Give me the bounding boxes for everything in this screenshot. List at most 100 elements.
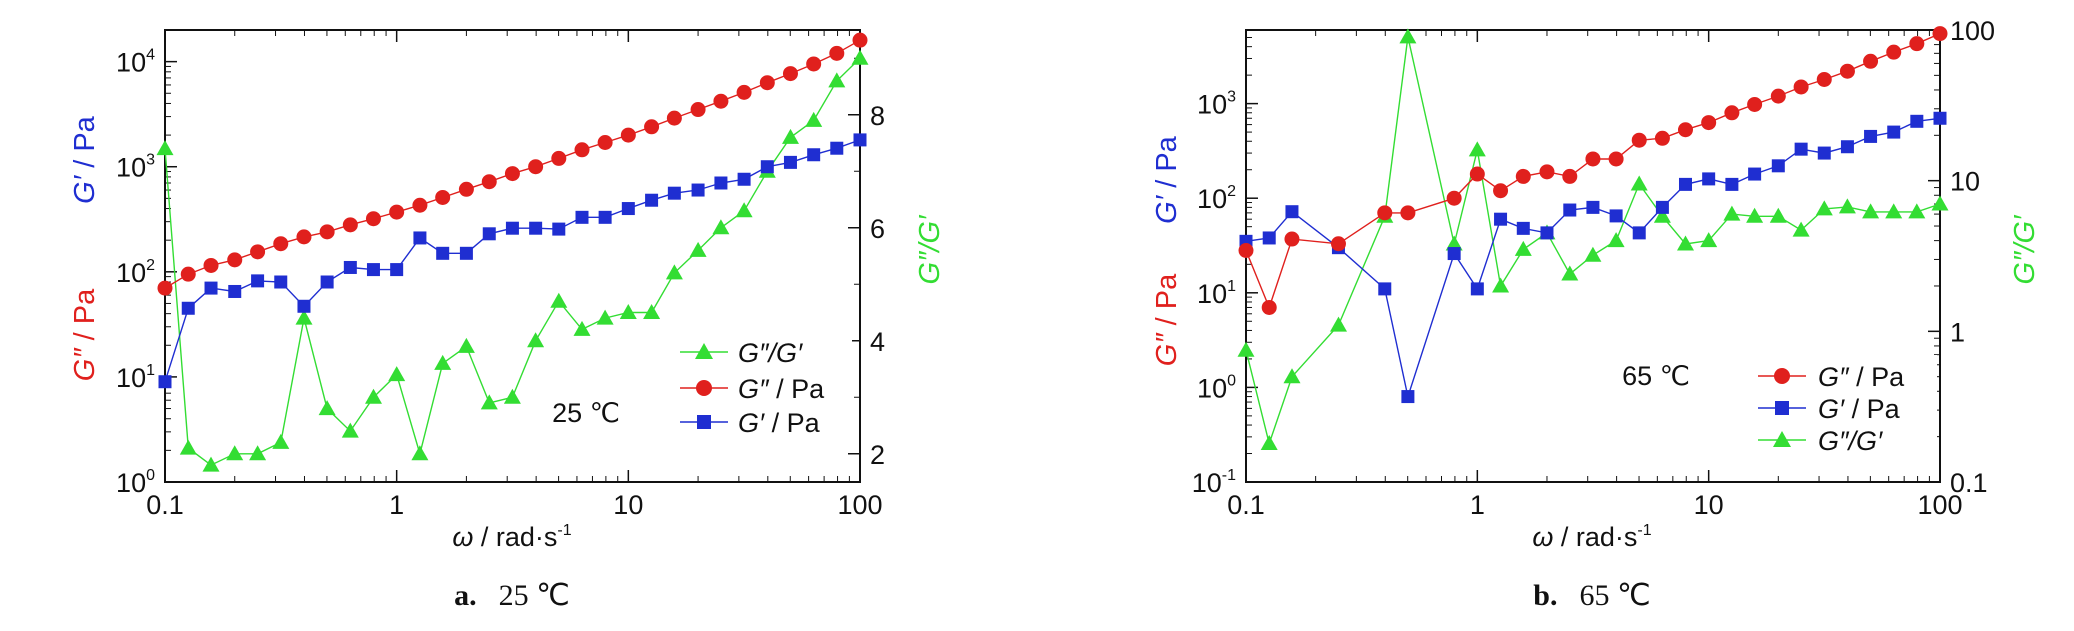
data-point-gp	[575, 210, 589, 224]
data-point-gpp	[574, 142, 590, 158]
data-point-gpp	[1446, 190, 1462, 206]
data-point-gpp	[1539, 164, 1555, 180]
data-point-gp	[1447, 247, 1461, 261]
left-tick-label: 10-1	[1192, 467, 1236, 498]
legend-label-tan: G″/G′	[738, 338, 803, 368]
data-point-tan	[1700, 232, 1718, 248]
data-point-tan	[735, 202, 753, 218]
data-point-gp	[830, 141, 844, 155]
data-point-gpp	[690, 102, 706, 118]
data-point-gp	[1540, 226, 1554, 240]
temperature-annotation: 25 ℃	[552, 398, 620, 428]
data-point-tan	[434, 354, 452, 370]
data-point-tan	[527, 332, 545, 348]
left-tick-label: 100	[1197, 372, 1236, 403]
legend-label-tan: G″/G′	[1818, 426, 1883, 456]
data-point-tan	[411, 445, 429, 461]
data-point-tan	[1399, 28, 1417, 44]
data-point-tan	[1330, 316, 1347, 332]
legend-entry-gp: G′ / Pa	[1758, 394, 1901, 424]
left-axis-label-gp: G′ / Pa	[1151, 135, 1183, 224]
data-point-tan	[1677, 235, 1694, 251]
data-point-tan	[596, 309, 614, 325]
data-point-tan	[1838, 198, 1856, 214]
left-tick-label: 101	[116, 362, 155, 393]
data-point-gpp	[1585, 151, 1601, 167]
data-point-gp	[807, 148, 821, 162]
x-axis-unit: / rad·s	[473, 522, 557, 552]
data-point-gp	[1864, 129, 1878, 143]
data-point-gp	[1817, 146, 1831, 160]
x-axis-symbol: ω	[452, 522, 473, 552]
data-point-gp	[667, 186, 681, 200]
x-tick-label: 0.1	[146, 490, 184, 520]
data-point-gp	[1678, 177, 1692, 191]
x-tick-label: 1	[1470, 490, 1485, 520]
right-tick-label: 1	[1950, 317, 1965, 347]
data-point-gpp	[1770, 88, 1786, 104]
left-tick-label: 103	[1197, 89, 1236, 120]
data-point-gp	[621, 202, 635, 216]
legend-entry-gpp: G″ / Pa	[1758, 362, 1905, 392]
data-point-gp	[1470, 282, 1484, 296]
data-point-gpp	[528, 159, 544, 175]
data-point-gp	[413, 231, 427, 245]
data-point-tan	[1653, 207, 1671, 223]
data-point-gp	[714, 176, 728, 190]
data-point-gp	[853, 133, 867, 147]
data-point-gpp	[319, 224, 335, 240]
data-point-tan	[249, 445, 267, 461]
svg-text:G″ / Pa: G″ / Pa	[738, 374, 825, 404]
caption-a: a. 25 ℃	[454, 579, 570, 612]
data-point-gp	[1702, 172, 1716, 186]
right-tick-label: 100	[1950, 16, 1995, 46]
plot-series	[156, 32, 869, 472]
data-point-gpp	[1816, 71, 1832, 87]
svg-text:G′ / Pa: G′ / Pa	[738, 408, 821, 438]
data-point-gpp	[180, 266, 196, 282]
left-axis-ticks: 10-1 100 101 102 103	[1192, 29, 1258, 498]
legend-label-gp: G′	[738, 408, 765, 438]
data-point-gp	[204, 281, 218, 295]
data-point-gp	[552, 222, 566, 236]
data-point-tan	[1607, 232, 1625, 248]
data-point-gp	[1655, 200, 1669, 214]
data-point-gpp	[412, 197, 428, 213]
data-point-gpp	[1793, 79, 1809, 95]
data-point-tan	[1792, 221, 1810, 237]
data-point-gp	[320, 275, 334, 289]
data-point-tan	[665, 264, 683, 280]
left-tick-label: 102	[116, 257, 155, 288]
x-tick-label: 10	[1694, 490, 1724, 520]
legend: G″/G′ G″ / Pa G′ / Pa	[680, 338, 825, 438]
data-point-gp	[1771, 159, 1785, 173]
x-axis-unit-exponent: -1	[557, 522, 571, 539]
data-point-gpp	[389, 204, 405, 220]
x-axis-symbol: ω	[1532, 522, 1553, 552]
legend-label-gp: G′	[1818, 394, 1845, 424]
temperature-annotation: 65 ℃	[1622, 361, 1690, 391]
data-point-tan	[1862, 203, 1880, 219]
left-axis-label-gp: G′ / Pa	[69, 115, 101, 204]
data-point-gpp	[1493, 183, 1509, 199]
x-axis-unit-exponent: -1	[1637, 522, 1651, 539]
data-point-gpp	[365, 211, 381, 227]
data-point-gpp	[1886, 44, 1902, 60]
svg-text:G″/G′: G″/G′	[738, 338, 803, 368]
data-point-tan	[457, 337, 475, 353]
data-point-gp	[598, 210, 612, 224]
data-point-tan	[272, 433, 290, 449]
data-point-gp	[1563, 203, 1577, 217]
data-point-gpp	[458, 181, 474, 197]
data-point-gpp	[852, 32, 868, 48]
data-point-gpp	[342, 217, 358, 233]
series-line-gp	[1245, 117, 1941, 400]
data-point-gp	[390, 263, 404, 277]
data-point-gpp	[1330, 236, 1346, 252]
data-point-gp	[1516, 221, 1530, 235]
data-point-gp	[1285, 205, 1299, 219]
legend-entry-tan: G″/G′	[1758, 426, 1883, 456]
right-axis-label: G″/G′	[2009, 214, 2041, 284]
legend-entry-gpp: G″ / Pa	[680, 374, 825, 404]
